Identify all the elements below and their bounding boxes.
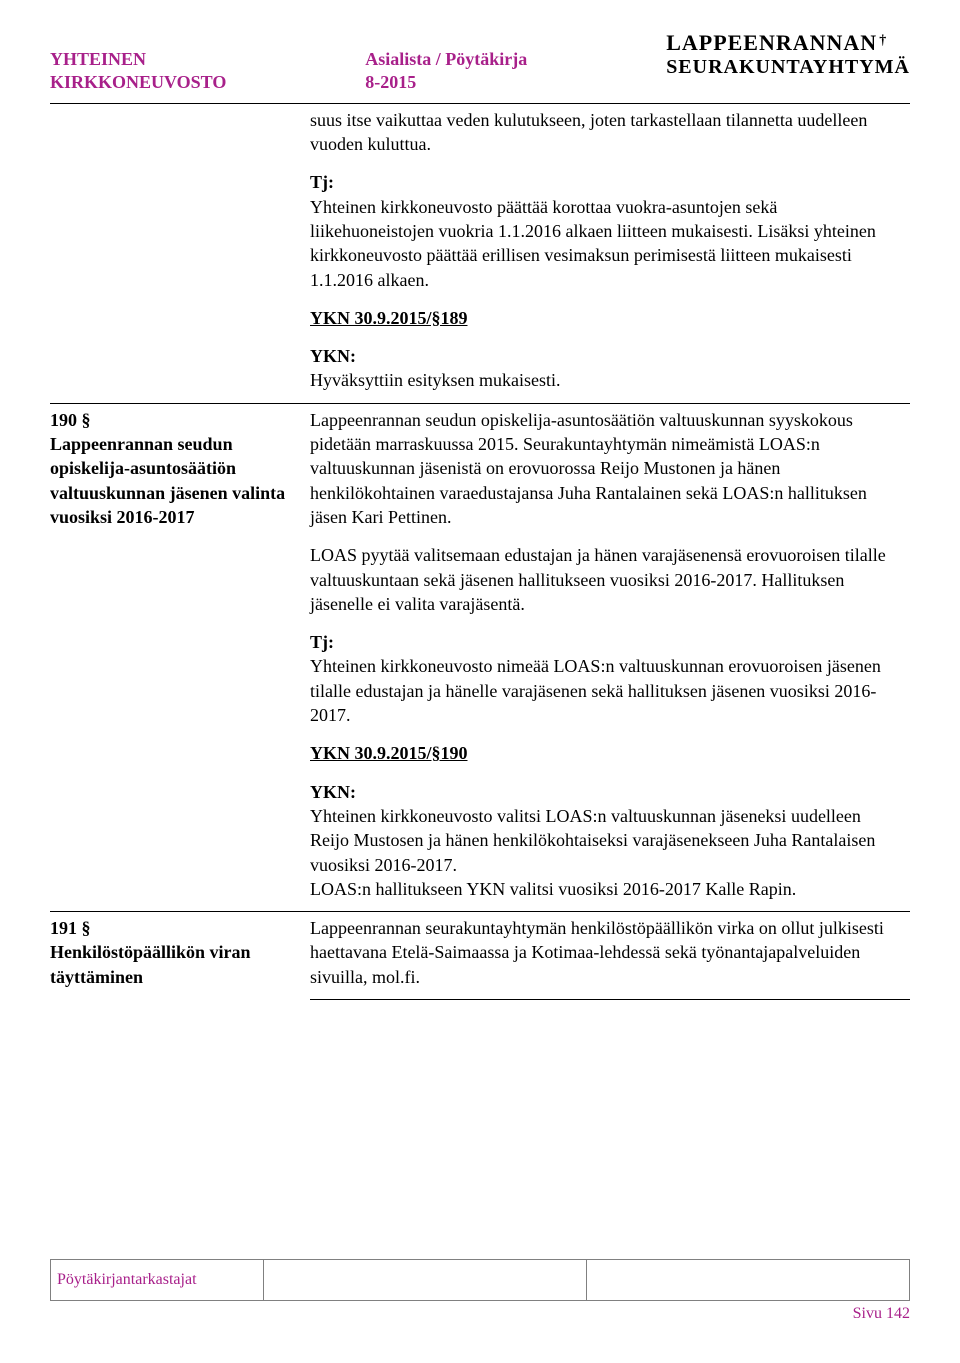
header-left-line2: KIRKKONEUVOSTO bbox=[50, 72, 226, 92]
page-footer: Pöytäkirjantarkastajat Sivu 142 bbox=[50, 1259, 910, 1323]
header-left-line1: YHTEINEN bbox=[50, 49, 146, 69]
intro-tj-label: Tj: bbox=[310, 172, 334, 192]
intro-ykn-label: YKN: bbox=[310, 346, 356, 366]
intro-p1: suus itse vaikuttaa veden kulutukseen, j… bbox=[310, 108, 904, 157]
s190-tj: Tj: Yhteinen kirkkoneuvosto nimeää LOAS:… bbox=[310, 630, 904, 727]
content-table: suus itse vaikuttaa veden kulutukseen, j… bbox=[50, 103, 910, 1000]
s191-title: Henkilöstöpäällikön viran täyttäminen bbox=[50, 942, 251, 986]
s191-p1: Lappeenrannan seurakuntayhtymän henkilös… bbox=[310, 916, 904, 989]
s191-right: Lappeenrannan seurakuntayhtymän henkilös… bbox=[310, 912, 910, 999]
logo-text1: LAPPEENRANNAN bbox=[666, 30, 877, 55]
s190-p2: LOAS pyytää valitsemaan edustajan ja hän… bbox=[310, 543, 904, 616]
intro-ykn-text: Hyväksyttiin esityksen mukaisesti. bbox=[310, 370, 560, 390]
s190-ykn-text: Yhteinen kirkkoneuvosto valitsi LOAS:n v… bbox=[310, 806, 875, 875]
header-left: YHTEINEN KIRKKONEUVOSTO bbox=[50, 30, 226, 95]
intro-tj: Tj: Yhteinen kirkkoneuvosto päättää koro… bbox=[310, 170, 904, 291]
s190-ykn: YKN: Yhteinen kirkkoneuvosto valitsi LOAS… bbox=[310, 780, 904, 901]
s190-ykn-text2: LOAS:n hallitukseen YKN valitsi vuosiksi… bbox=[310, 879, 796, 899]
s191-num: 191 § bbox=[50, 918, 91, 938]
s190-p1: Lappeenrannan seudun opiskelija-asuntosä… bbox=[310, 408, 904, 529]
s190-ref: YKN 30.9.2015/§190 bbox=[310, 741, 904, 765]
intro-ykn: YKN: Hyväksyttiin esityksen mukaisesti. bbox=[310, 344, 904, 393]
footer-sign2 bbox=[587, 1260, 910, 1301]
logo-line1: LAPPEENRANNAN† bbox=[666, 30, 910, 56]
header-center-line2: 8-2015 bbox=[365, 72, 416, 92]
s190-tj-text: Yhteinen kirkkoneuvosto nimeää LOAS:n va… bbox=[310, 656, 881, 725]
page-header: YHTEINEN KIRKKONEUVOSTO Asialista / Pöyt… bbox=[50, 30, 910, 103]
s190-right: Lappeenrannan seudun opiskelija-asuntosä… bbox=[310, 404, 910, 912]
footer-table: Pöytäkirjantarkastajat bbox=[50, 1259, 910, 1301]
intro-ref: YKN 30.9.2015/§189 bbox=[310, 306, 904, 330]
intro-left bbox=[50, 104, 310, 403]
cross-icon: † bbox=[879, 33, 887, 48]
header-center-line1: Asialista / Pöytäkirja bbox=[365, 49, 527, 69]
s190-tj-label: Tj: bbox=[310, 632, 334, 652]
intro-right: suus itse vaikuttaa veden kulutukseen, j… bbox=[310, 104, 910, 403]
page-number: Sivu 142 bbox=[50, 1305, 910, 1323]
s190-left: 190 § Lappeenrannan seudun opiskelija-as… bbox=[50, 404, 310, 912]
intro-tj-text: Yhteinen kirkkoneuvosto päättää korottaa… bbox=[310, 197, 876, 290]
s190-title: Lappeenrannan seudun opiskelija-asuntosä… bbox=[50, 434, 285, 527]
s190-ykn-label: YKN: bbox=[310, 782, 356, 802]
s191-left: 191 § Henkilöstöpäällikön viran täyttämi… bbox=[50, 912, 310, 999]
logo-line2: SEURAKUNTAYHTYMÄ bbox=[666, 56, 910, 79]
page: YHTEINEN KIRKKONEUVOSTO Asialista / Pöyt… bbox=[0, 0, 960, 1363]
header-right-logo: LAPPEENRANNAN† SEURAKUNTAYHTYMÄ bbox=[666, 30, 910, 79]
footer-label: Pöytäkirjantarkastajat bbox=[51, 1260, 264, 1301]
s190-num: 190 § bbox=[50, 410, 91, 430]
footer-sign1 bbox=[264, 1260, 587, 1301]
header-center: Asialista / Pöytäkirja 8-2015 bbox=[365, 30, 527, 95]
